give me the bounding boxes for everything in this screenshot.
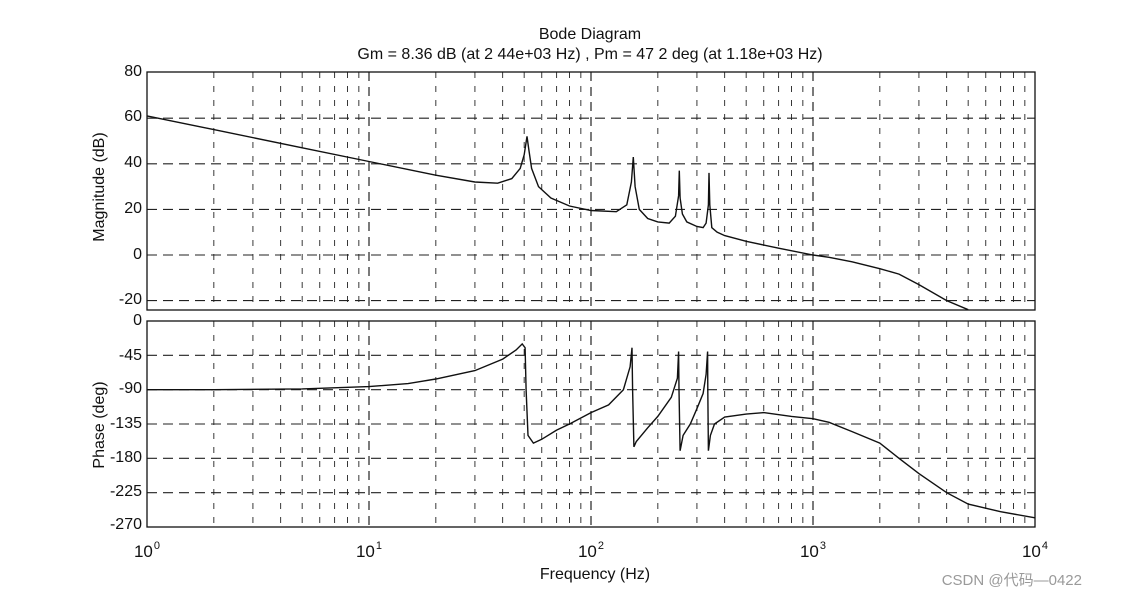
phase-tick-neg45: -45 <box>118 347 142 364</box>
phase-tick-neg180: -180 <box>109 449 142 466</box>
x-tick-1e3: 103 <box>799 540 827 561</box>
watermark: CSDN @代码—0422 <box>941 572 1082 589</box>
chart-subtitle-margins: Gm = 8.36 dB (at 2 44e+03 Hz) , Pm = 47 … <box>357 46 823 63</box>
phase-curve <box>147 342 1036 519</box>
magnitude-curve <box>146 115 969 311</box>
x-tick-1e0: 100 <box>133 540 161 561</box>
phase-tick-0: 0 <box>133 312 142 329</box>
mag-tick-20: 20 <box>124 200 142 217</box>
phase-tick-neg135: -135 <box>109 415 142 432</box>
phase-tick-neg270: -270 <box>109 516 142 533</box>
x-tick-1e1: 101 <box>355 540 383 561</box>
magnitude-grid <box>147 72 1035 310</box>
phase-axes-frame <box>146 320 1036 528</box>
mag-tick-0: 0 <box>133 246 142 263</box>
frequency-axis-label: Frequency (Hz) <box>539 566 651 583</box>
mag-tick-80: 80 <box>124 63 142 80</box>
chart-title: Bode Diagram <box>538 26 642 43</box>
phase-tick-neg90: -90 <box>118 380 142 397</box>
mag-tick-40: 40 <box>124 154 142 171</box>
mag-tick-60: 60 <box>124 108 142 125</box>
magnitude-axes-frame <box>146 71 1036 311</box>
x-tick-1e2: 102 <box>577 540 605 561</box>
mag-tick-neg20: -20 <box>118 291 142 308</box>
phase-tick-neg225: -225 <box>109 483 142 500</box>
x-tick-1e4: 104 <box>1021 540 1049 561</box>
phase-grid <box>147 321 1035 527</box>
